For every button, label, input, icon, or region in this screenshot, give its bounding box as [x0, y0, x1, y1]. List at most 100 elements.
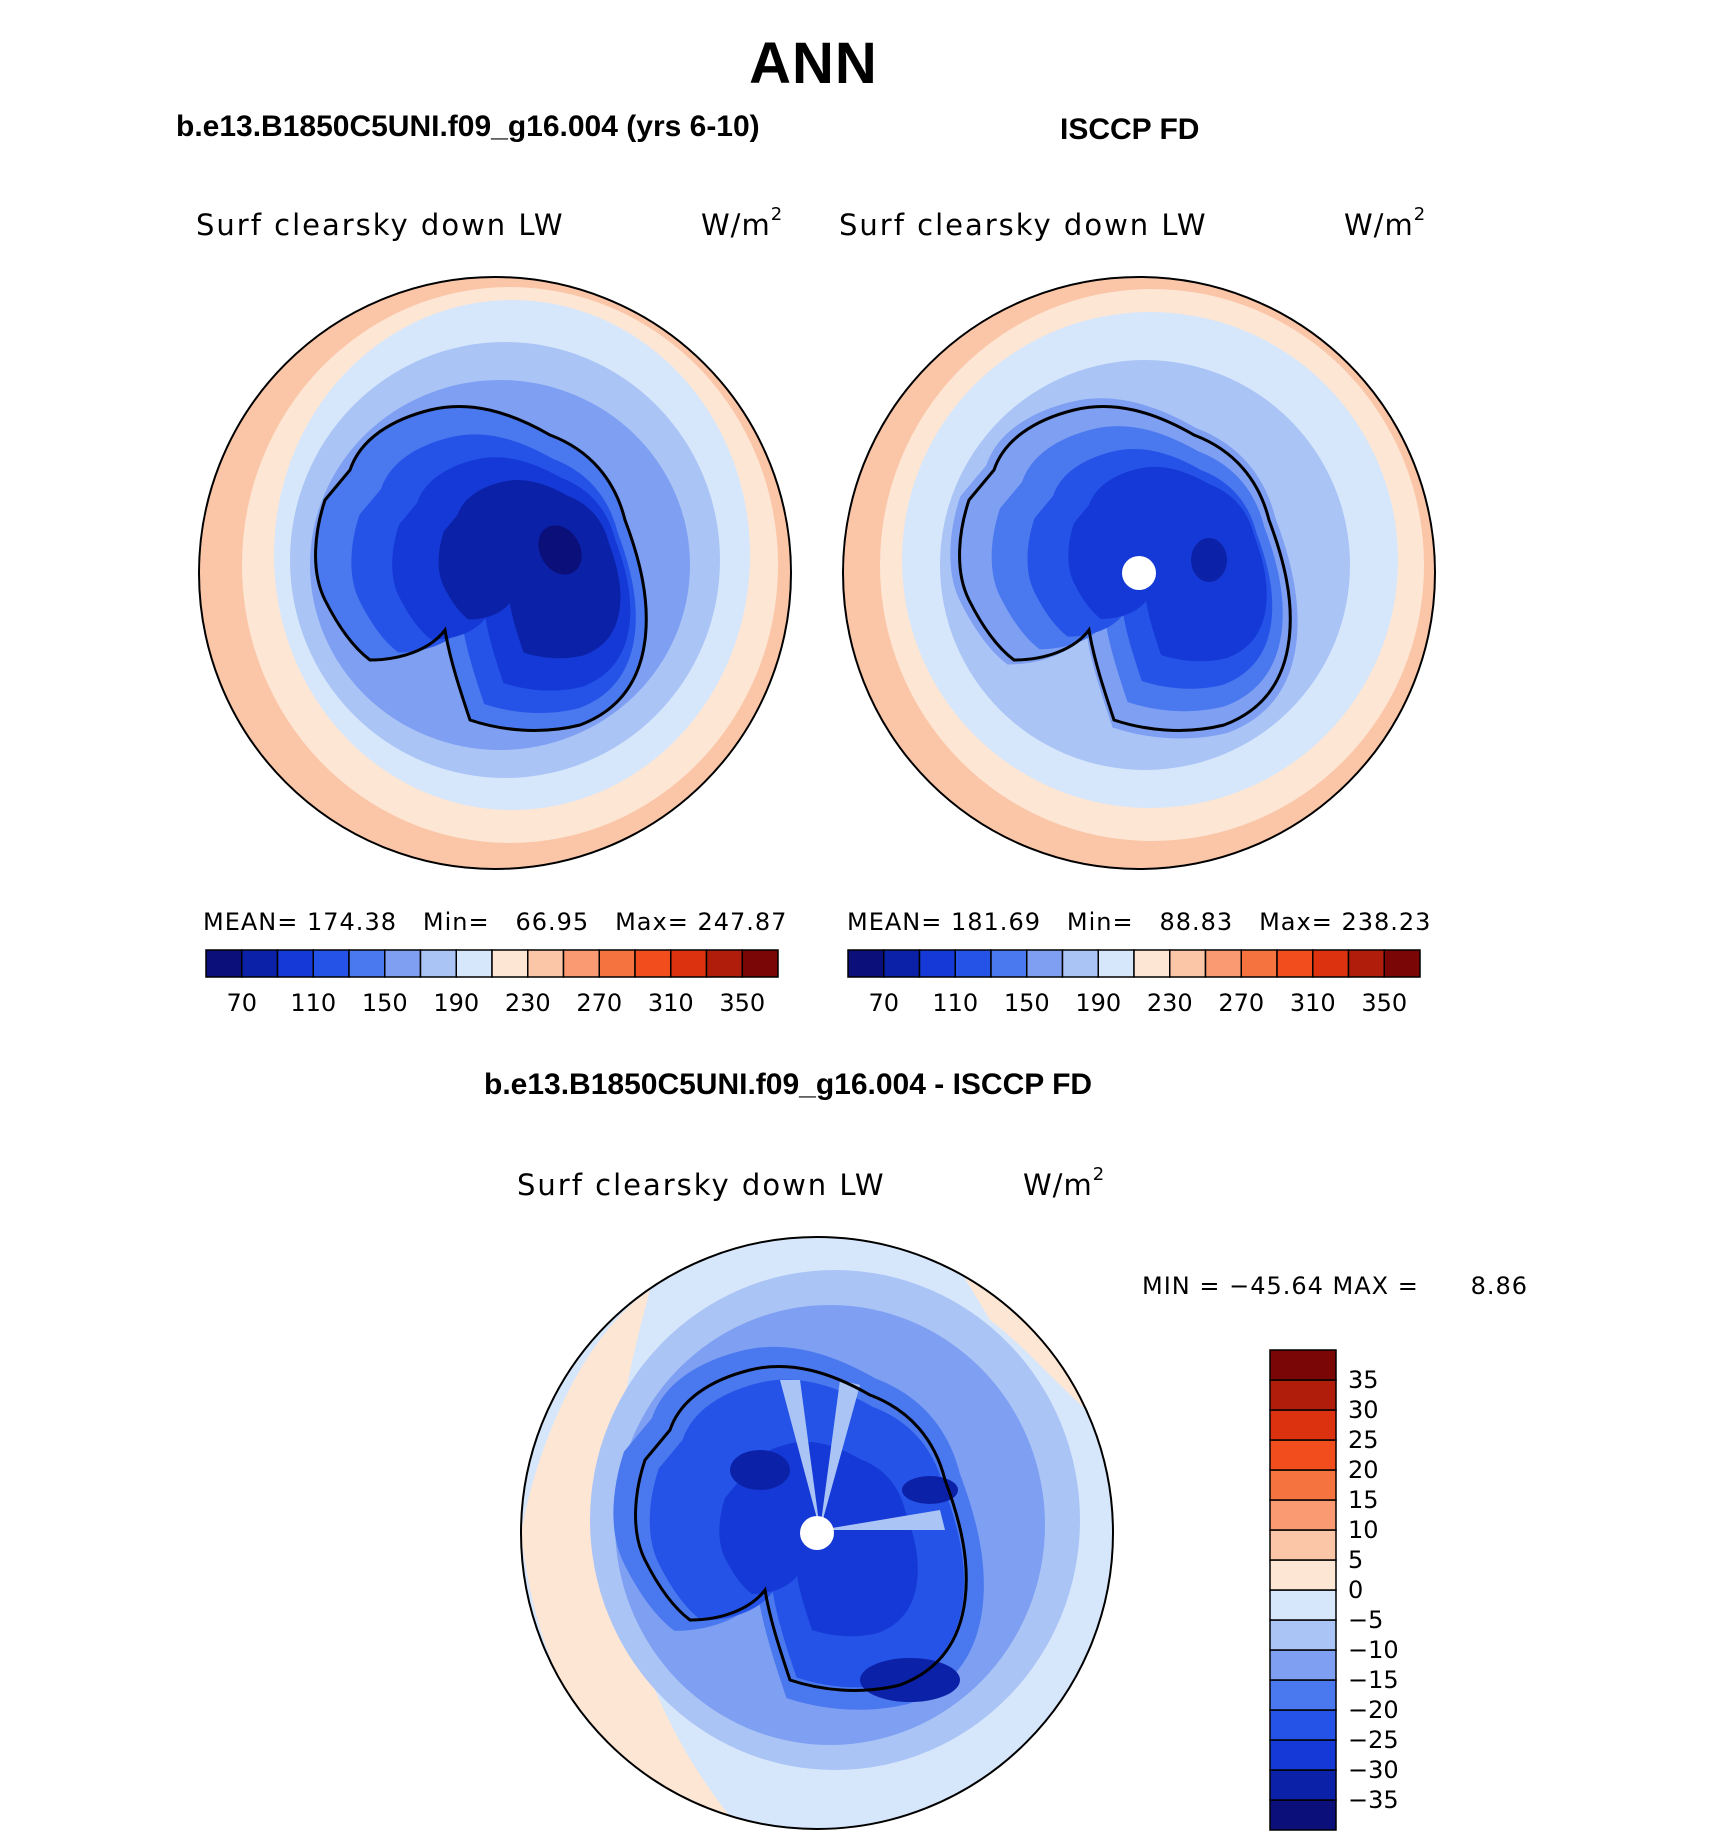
diff-stats: MIN = −45.64 MAX = 8.86	[1142, 1272, 1529, 1300]
diff-map-border	[520, 1236, 1114, 1830]
obs-colorbar-tick-label: 150	[1004, 989, 1050, 1017]
obs-colorbar-tick-label: 230	[1147, 989, 1193, 1017]
model-case-title: b.e13.B1850C5UNI.f09_g16.004 (yrs 6-10)	[176, 110, 760, 143]
model-map-border	[198, 276, 792, 870]
model-colorbar-tick-label: 190	[433, 989, 479, 1017]
diff-colorbar-tick-label: −15	[1348, 1666, 1399, 1694]
diff-colorbar-tick-label: −5	[1348, 1606, 1383, 1634]
diff-colorbar-tick-label: −30	[1348, 1756, 1399, 1784]
diff-colorbar-tick-label: −35	[1348, 1786, 1399, 1814]
model-colorbar-swatch	[741, 949, 779, 978]
model-map	[199, 277, 791, 869]
diff-colorbar-swatch	[1269, 1619, 1337, 1651]
model-colorbar-swatch	[527, 949, 565, 978]
diff-colorbar-tick-label: 30	[1348, 1396, 1379, 1424]
obs-colorbar-tick-label: 70	[868, 989, 899, 1017]
diff-colorbar-tick-label: −20	[1348, 1696, 1399, 1724]
model-colorbar-tick-label: 150	[362, 989, 408, 1017]
diff-colorbar-tick-label: 35	[1348, 1366, 1379, 1394]
diff-colorbar-swatch	[1269, 1409, 1337, 1441]
model-colorbar-swatch	[348, 949, 386, 978]
obs-colorbar-tick-label: 110	[932, 989, 978, 1017]
obs-colorbar-swatch	[1204, 949, 1242, 978]
obs-colorbar-swatch	[1169, 949, 1207, 978]
diff-colorbar-tick-label: 5	[1348, 1546, 1363, 1574]
diff-colorbar-swatch	[1269, 1349, 1337, 1381]
diff-colorbar-tick-label: 0	[1348, 1576, 1363, 1604]
diff-colorbar-swatch	[1269, 1649, 1337, 1681]
obs-variable-label: Surf clearsky down LW	[839, 208, 1208, 242]
obs-colorbar-tick-label: 350	[1361, 989, 1407, 1017]
model-colorbar-swatch	[670, 949, 708, 978]
obs-map-border	[842, 276, 1436, 870]
diff-colorbar-tick-label: 15	[1348, 1486, 1379, 1514]
model-colorbar-tick-label: 350	[719, 989, 765, 1017]
model-colorbar-swatch	[491, 949, 529, 978]
diff-colorbar-tick-label: 25	[1348, 1426, 1379, 1454]
obs-colorbar-swatch	[1133, 949, 1171, 978]
diff-colorbar-swatch	[1269, 1499, 1337, 1531]
diff-map	[521, 1237, 1113, 1829]
obs-colorbar-swatch	[1240, 949, 1278, 978]
obs-colorbar-swatch	[1383, 949, 1421, 978]
diff-variable-label: Surf clearsky down LW	[517, 1168, 886, 1202]
model-colorbar-swatch	[312, 949, 350, 978]
model-colorbar-swatch	[562, 949, 600, 978]
diff-colorbar-tick-label: −10	[1348, 1636, 1399, 1664]
obs-colorbar-swatch	[954, 949, 992, 978]
model-colorbar: 70 110 150 190 230 270 310 350	[205, 949, 779, 1017]
obs-colorbar-tick-label: 310	[1290, 989, 1336, 1017]
diff-colorbar-swatch	[1269, 1439, 1337, 1471]
model-units-label: W/m2	[701, 204, 784, 242]
diff-colorbar-swatch	[1269, 1739, 1337, 1771]
obs-colorbar-swatch	[1312, 949, 1350, 978]
model-colorbar-swatch	[455, 949, 493, 978]
model-stats: MEAN= 174.38 Min= 66.95 Max= 247.87	[203, 908, 788, 936]
diff-colorbar-swatch	[1269, 1469, 1337, 1501]
obs-pole-mask	[1122, 556, 1156, 590]
diff-case-title: b.e13.B1850C5UNI.f09_g16.004 - ISCCP FD	[484, 1068, 1093, 1101]
obs-colorbar-swatch	[1347, 949, 1385, 978]
diff-colorbar-swatch	[1269, 1799, 1337, 1831]
obs-colorbar-swatch	[1276, 949, 1314, 978]
obs-colorbar-tick-label: 190	[1075, 989, 1121, 1017]
diff-colorbar-swatch	[1269, 1589, 1337, 1621]
obs-colorbar-swatch	[1097, 949, 1135, 978]
diff-colorbar-swatch	[1269, 1529, 1337, 1561]
diff-colorbar-swatch	[1269, 1559, 1337, 1591]
obs-colorbar-swatch	[847, 949, 885, 978]
obs-colorbar-tick-label: 270	[1218, 989, 1264, 1017]
model-colorbar-swatch	[419, 949, 457, 978]
diff-colorbar-tick-label: 10	[1348, 1516, 1379, 1544]
diff-colorbar-swatch	[1269, 1769, 1337, 1801]
obs-colorbar-swatch	[918, 949, 956, 978]
obs-colorbar: 70 110 150 190 230 270 310 350	[847, 949, 1421, 1017]
diff-pole-mask	[800, 1516, 834, 1550]
model-colorbar-swatch	[205, 949, 243, 978]
model-colorbar-swatch	[598, 949, 636, 978]
obs-colorbar-swatch	[990, 949, 1028, 978]
diff-colorbar-tick-label: 20	[1348, 1456, 1379, 1484]
model-colorbar-tick-label: 110	[290, 989, 336, 1017]
model-colorbar-tick-label: 70	[226, 989, 257, 1017]
model-colorbar-tick-label: 310	[648, 989, 694, 1017]
model-colorbar-swatch	[276, 949, 314, 978]
model-colorbar-swatch	[384, 949, 422, 978]
obs-map	[843, 277, 1435, 869]
model-colorbar-swatch	[241, 949, 279, 978]
diff-units-label: W/m2	[1023, 1164, 1106, 1202]
season-title: ANN	[749, 31, 878, 96]
obs-colorbar-swatch	[1026, 949, 1064, 978]
diff-colorbar-swatch	[1269, 1679, 1337, 1711]
model-colorbar-swatch	[705, 949, 743, 978]
model-colorbar-tick-label: 230	[505, 989, 551, 1017]
model-colorbar-tick-label: 270	[576, 989, 622, 1017]
diff-colorbar-swatch	[1269, 1379, 1337, 1411]
obs-stats: MEAN= 181.69 Min= 88.83 Max= 238.23	[847, 908, 1432, 936]
model-variable-label: Surf clearsky down LW	[196, 208, 565, 242]
diff-colorbar-swatch	[1269, 1709, 1337, 1741]
diff-colorbar-tick-label: −25	[1348, 1726, 1399, 1754]
obs-colorbar-swatch	[883, 949, 921, 978]
